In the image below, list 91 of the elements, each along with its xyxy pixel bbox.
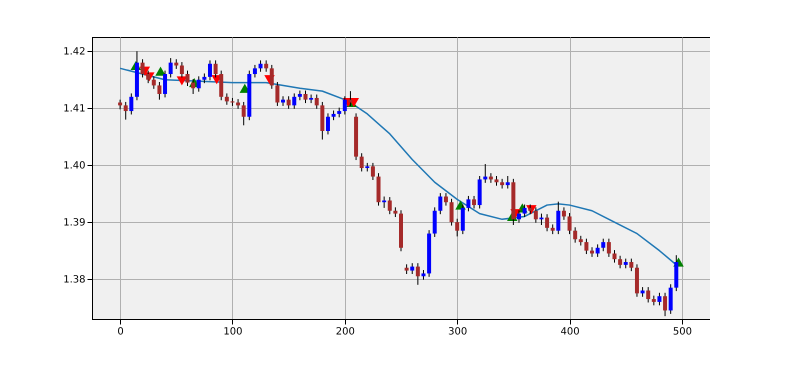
candlestick (281, 96, 286, 106)
candlestick (360, 152, 364, 172)
candlestick (157, 82, 162, 100)
candlestick (416, 262, 420, 286)
candlestick (483, 164, 488, 184)
candlestick (522, 204, 527, 218)
x-tick-label: 300 (448, 326, 468, 338)
candlestick (516, 210, 521, 224)
candlestick (460, 204, 465, 235)
candlestick (568, 212, 572, 235)
candlestick (370, 162, 375, 180)
candlestick (668, 284, 673, 314)
x-tick-label: 100 (223, 326, 242, 338)
candlestick (606, 238, 611, 258)
candlestick (494, 176, 499, 186)
candlestick (180, 62, 184, 78)
candlestick (152, 76, 156, 90)
candlestick (528, 204, 532, 215)
candlestick (140, 58, 145, 78)
candlestick (404, 264, 409, 274)
candlestick (314, 94, 319, 110)
candlestick (472, 195, 476, 209)
candlestick (224, 92, 229, 106)
candlestick (539, 213, 544, 226)
candlestick (590, 246, 594, 258)
x-tick-label: 400 (560, 326, 580, 338)
candlestick (578, 235, 583, 246)
candlestick (196, 76, 201, 92)
candlestick (450, 198, 454, 226)
candlestick (163, 70, 168, 98)
candlestick (146, 70, 150, 84)
candlestick (534, 206, 538, 224)
candlestick (326, 112, 330, 135)
y-tick-label: 1.40 (63, 160, 86, 172)
candlestick (629, 258, 634, 272)
candlestick (410, 262, 414, 274)
candlestick (286, 96, 291, 110)
candlestick (573, 226, 578, 244)
x-tick-label: 200 (336, 326, 355, 338)
candlestick (219, 70, 224, 101)
candlestick (191, 78, 196, 94)
candlestick (129, 92, 134, 115)
candlestick (208, 60, 212, 81)
candlestick (174, 58, 178, 70)
candlestick (432, 206, 437, 238)
candlestick (258, 60, 263, 72)
candlestick (556, 201, 560, 235)
candlestick (214, 60, 218, 78)
candlestick (455, 218, 460, 237)
candlestick (640, 286, 645, 298)
candlestick (388, 196, 392, 215)
candlestick (562, 206, 566, 220)
candlestick (601, 238, 606, 252)
candlestick (303, 90, 308, 104)
y-tick-label: 1.41 (63, 104, 86, 115)
candlestick (337, 107, 342, 118)
candlestick (488, 172, 493, 184)
candlestick (663, 292, 668, 317)
candlestick (118, 99, 122, 110)
x-tick-label: 0 (117, 326, 124, 338)
candlestick (292, 92, 296, 110)
candlestick (596, 244, 600, 258)
candlestick (124, 101, 128, 120)
candlestick (236, 98, 240, 110)
candlestick (618, 255, 622, 269)
y-tick-label: 1.38 (63, 274, 86, 286)
candlestick (545, 214, 550, 232)
candlestick (332, 110, 336, 121)
candlestick (646, 286, 650, 303)
candlestick (168, 58, 173, 78)
candlestick (612, 250, 616, 264)
candlestick (438, 192, 442, 215)
y-tick-label: 1.42 (63, 46, 86, 58)
candlestick (421, 270, 426, 280)
candlestick (275, 82, 280, 106)
candlestick (624, 258, 628, 269)
y-tick-label: 1.39 (63, 218, 86, 229)
candlestick (186, 70, 190, 86)
candlestick (264, 60, 268, 72)
candlestick (270, 64, 274, 90)
candlestick (584, 238, 588, 255)
candlestick (466, 195, 470, 212)
candlestick (657, 292, 662, 306)
candlestick (242, 101, 246, 126)
x-tick-label: 500 (672, 326, 692, 338)
candlestick (652, 295, 656, 306)
candlestick (342, 96, 347, 115)
candlestick (298, 90, 302, 101)
candlestick (348, 90, 352, 106)
candlestick (252, 64, 257, 78)
candlestick (444, 192, 448, 206)
